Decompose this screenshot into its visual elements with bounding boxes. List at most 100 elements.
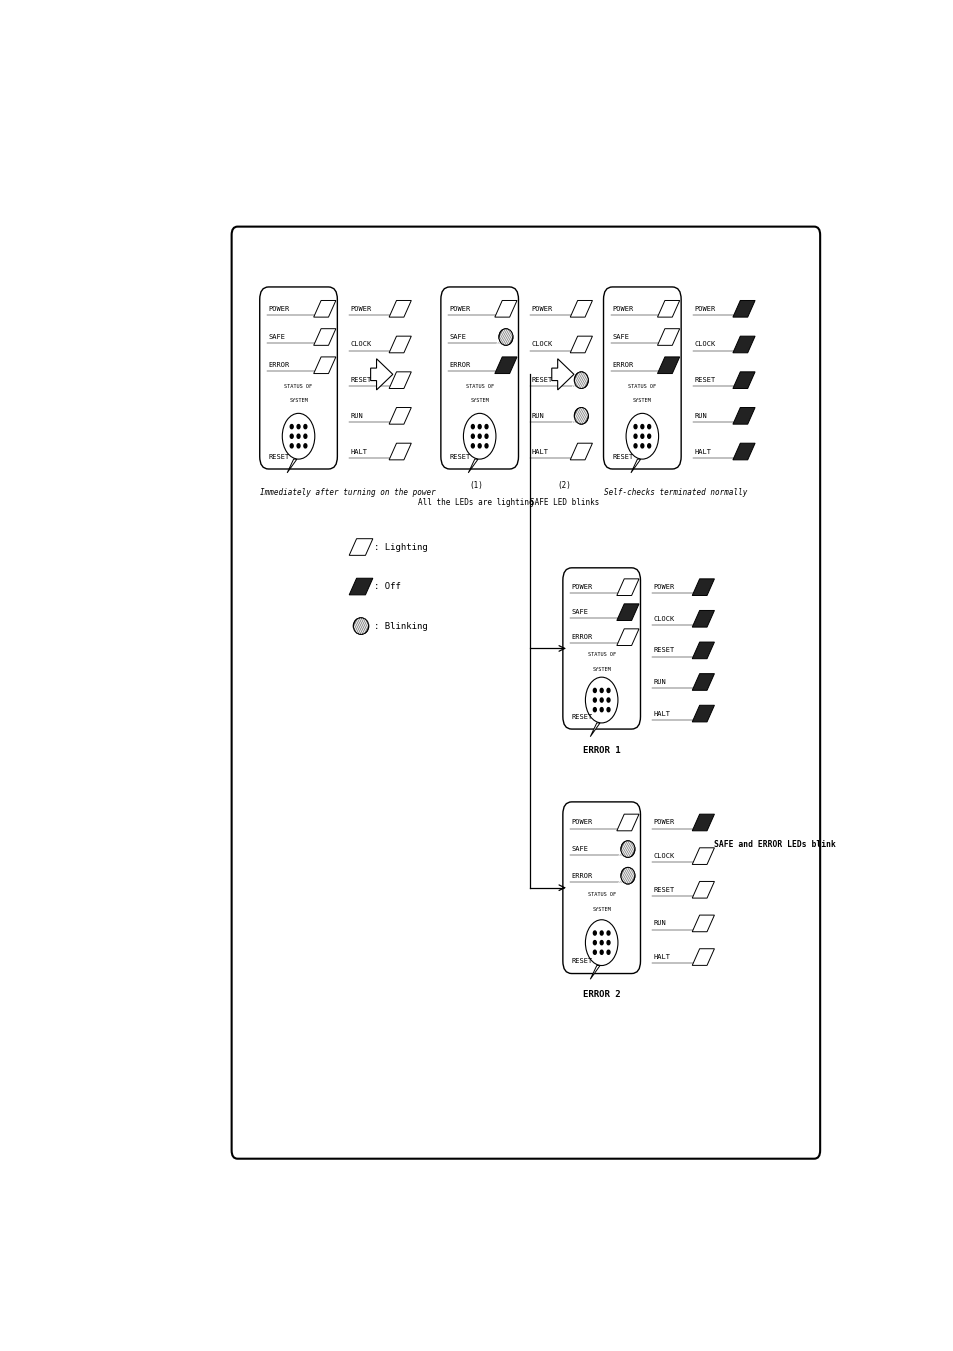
Circle shape <box>296 424 299 428</box>
Circle shape <box>471 443 474 449</box>
Text: POWER: POWER <box>694 305 715 312</box>
Polygon shape <box>590 966 599 979</box>
Circle shape <box>593 950 596 954</box>
Circle shape <box>585 677 618 723</box>
FancyBboxPatch shape <box>562 802 639 974</box>
Text: ERROR 1: ERROR 1 <box>582 746 619 755</box>
Text: POWER: POWER <box>531 305 553 312</box>
Circle shape <box>484 424 488 428</box>
Circle shape <box>599 950 602 954</box>
Polygon shape <box>732 300 755 317</box>
Text: RESET: RESET <box>653 647 675 654</box>
Text: RUN: RUN <box>531 413 544 419</box>
Text: CLOCK: CLOCK <box>351 342 372 347</box>
Polygon shape <box>590 723 599 736</box>
Polygon shape <box>692 642 714 659</box>
Polygon shape <box>389 443 411 459</box>
Polygon shape <box>692 948 714 966</box>
Circle shape <box>484 443 488 449</box>
Polygon shape <box>349 539 373 555</box>
Text: HALT: HALT <box>653 711 670 716</box>
Polygon shape <box>287 459 296 473</box>
Circle shape <box>606 689 609 693</box>
FancyBboxPatch shape <box>440 286 518 469</box>
Polygon shape <box>692 815 714 831</box>
Polygon shape <box>692 705 714 721</box>
FancyBboxPatch shape <box>259 286 337 469</box>
Circle shape <box>471 424 474 428</box>
Text: SYSTEM: SYSTEM <box>592 907 611 912</box>
Polygon shape <box>551 359 574 390</box>
Ellipse shape <box>574 408 588 424</box>
Polygon shape <box>349 578 373 594</box>
Text: : Off: : Off <box>374 582 401 590</box>
FancyBboxPatch shape <box>232 227 820 1159</box>
Circle shape <box>593 689 596 693</box>
Text: POWER: POWER <box>269 305 290 312</box>
Text: POWER: POWER <box>612 305 633 312</box>
Circle shape <box>477 434 480 438</box>
Text: RESET: RESET <box>531 377 553 384</box>
Text: Immediately after turning on the power: Immediately after turning on the power <box>259 488 435 497</box>
Ellipse shape <box>620 840 635 858</box>
Text: RESET: RESET <box>653 886 675 893</box>
Text: SYSTEM: SYSTEM <box>289 399 308 403</box>
Text: CLOCK: CLOCK <box>653 852 675 859</box>
Text: STATUS OF: STATUS OF <box>587 653 615 657</box>
Polygon shape <box>617 815 639 831</box>
Circle shape <box>296 443 299 449</box>
FancyBboxPatch shape <box>603 286 680 469</box>
Text: STATUS OF: STATUS OF <box>628 384 656 389</box>
Text: ERROR: ERROR <box>571 634 593 640</box>
Text: SAFE: SAFE <box>571 609 588 615</box>
Polygon shape <box>692 578 714 596</box>
Text: RESET: RESET <box>612 454 633 459</box>
Circle shape <box>290 434 293 438</box>
Ellipse shape <box>498 328 513 346</box>
Polygon shape <box>617 628 639 646</box>
Text: STATUS OF: STATUS OF <box>465 384 494 389</box>
Text: HALT: HALT <box>351 449 367 454</box>
Text: : Lighting: : Lighting <box>374 543 428 551</box>
Polygon shape <box>732 336 755 353</box>
Polygon shape <box>570 443 592 459</box>
Circle shape <box>599 708 602 712</box>
Text: SAFE LED blinks: SAFE LED blinks <box>530 499 598 507</box>
Circle shape <box>477 443 480 449</box>
Circle shape <box>304 443 307 449</box>
Circle shape <box>647 443 650 449</box>
Circle shape <box>296 434 299 438</box>
Polygon shape <box>389 300 411 317</box>
Text: ERROR: ERROR <box>269 362 290 369</box>
Text: RESET: RESET <box>571 713 593 720</box>
Polygon shape <box>570 336 592 353</box>
Circle shape <box>463 413 496 459</box>
Text: RUN: RUN <box>694 413 706 419</box>
Text: STATUS OF: STATUS OF <box>284 384 313 389</box>
Text: HALT: HALT <box>653 954 670 961</box>
Text: RUN: RUN <box>351 413 363 419</box>
Circle shape <box>477 424 480 428</box>
Text: SYSTEM: SYSTEM <box>632 399 651 403</box>
Text: HALT: HALT <box>694 449 711 454</box>
Text: HALT: HALT <box>531 449 548 454</box>
Text: RUN: RUN <box>653 920 666 927</box>
Text: SAFE: SAFE <box>571 846 588 852</box>
Polygon shape <box>692 881 714 898</box>
Text: SAFE: SAFE <box>449 334 466 340</box>
Circle shape <box>593 940 596 944</box>
Text: (2): (2) <box>558 481 571 490</box>
Text: SAFE: SAFE <box>612 334 629 340</box>
Polygon shape <box>495 300 517 317</box>
Text: POWER: POWER <box>653 584 675 590</box>
FancyBboxPatch shape <box>562 567 639 730</box>
Text: POWER: POWER <box>571 584 593 590</box>
Text: SAFE: SAFE <box>269 334 285 340</box>
Text: SAFE and ERROR LEDs blink: SAFE and ERROR LEDs blink <box>714 840 836 850</box>
Text: SYSTEM: SYSTEM <box>470 399 489 403</box>
Circle shape <box>599 689 602 693</box>
Polygon shape <box>692 848 714 865</box>
Circle shape <box>606 940 609 944</box>
Ellipse shape <box>353 617 369 635</box>
Polygon shape <box>657 357 679 374</box>
